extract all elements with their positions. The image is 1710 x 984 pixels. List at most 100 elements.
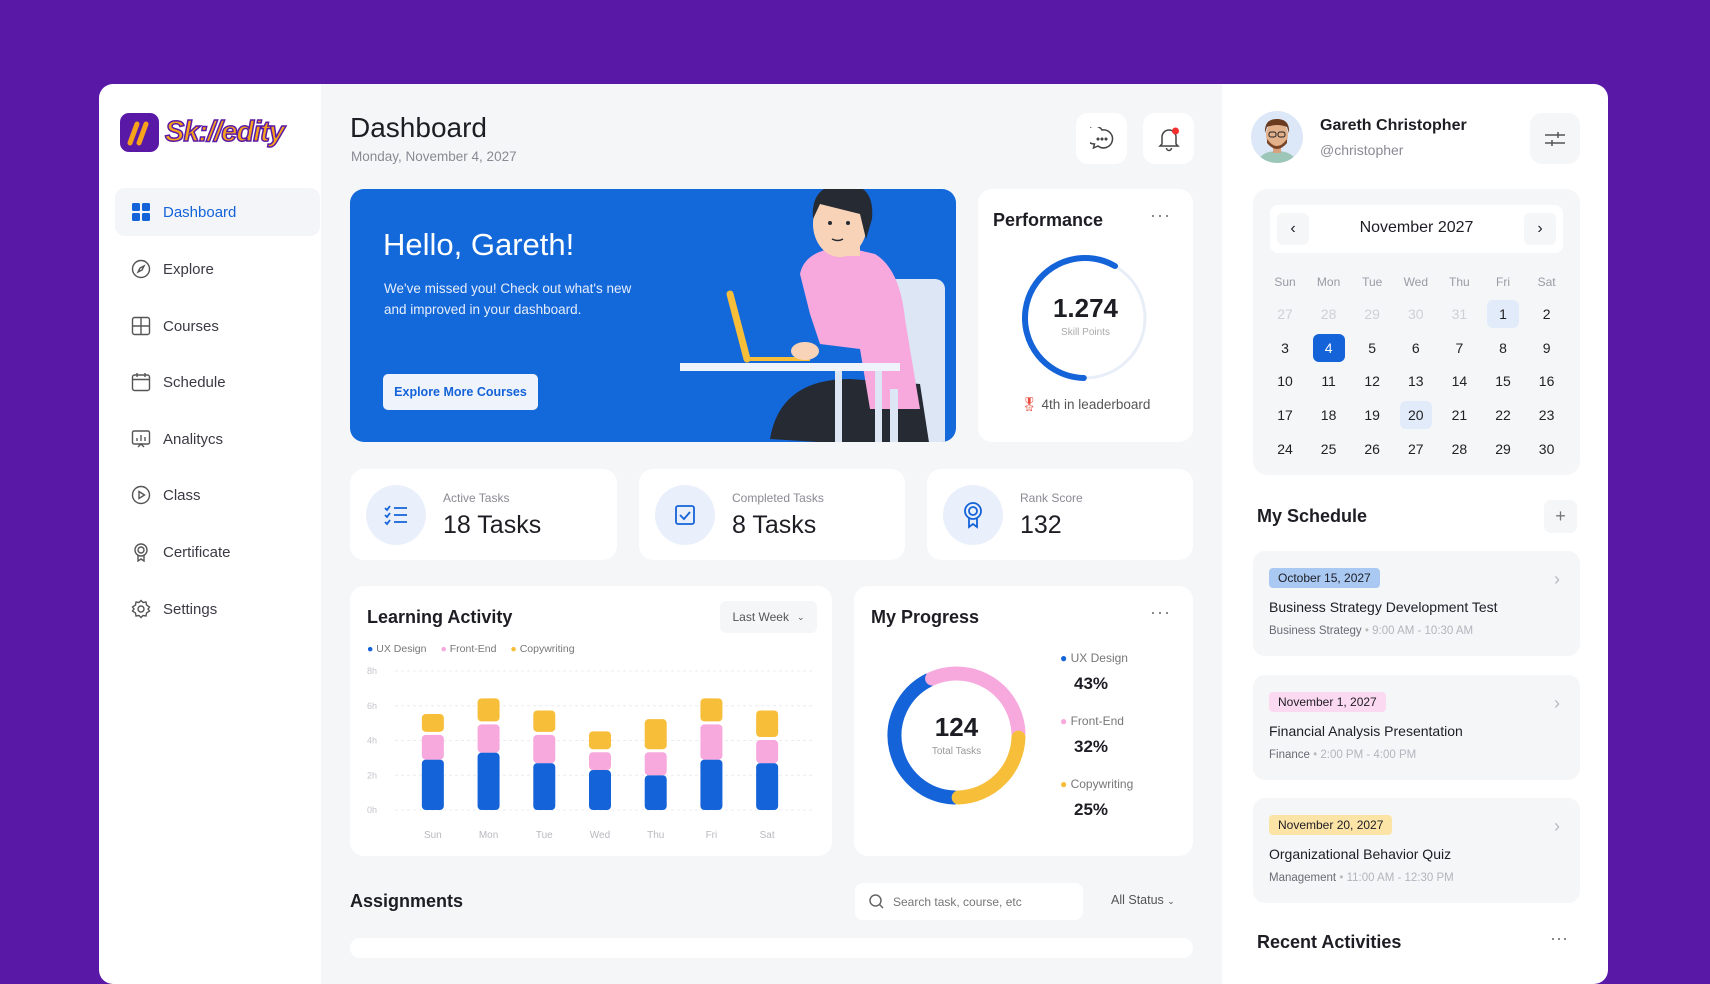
bar-ux-design[interactable] (644, 775, 667, 810)
settings-filter-button[interactable] (1530, 113, 1580, 164)
messages-button[interactable] (1076, 113, 1127, 164)
calendar-day[interactable]: 5 (1368, 339, 1377, 356)
sidebar-item-label: Certificate (163, 543, 231, 561)
calendar-day[interactable]: 29 (1495, 440, 1511, 457)
schedule-item[interactable]: October 15, 2027 Business Strategy Devel… (1253, 551, 1580, 656)
chevron-right-icon[interactable]: › (1554, 816, 1560, 836)
bar-copywriting[interactable] (700, 698, 723, 722)
bar-ux-design[interactable] (700, 759, 723, 810)
stat-card-completed-tasks[interactable]: Completed Tasks 8 Tasks (639, 469, 905, 560)
calendar-day[interactable]: 30 (1538, 440, 1555, 457)
donut-slice-front-end[interactable] (925, 666, 1026, 741)
calendar-day[interactable]: 22 (1495, 407, 1511, 424)
chevron-right-icon[interactable]: › (1554, 693, 1560, 713)
calendar-day[interactable]: 17 (1277, 407, 1293, 424)
calendar-day[interactable]: 7 (1455, 339, 1464, 356)
schedule-item[interactable]: November 1, 2027 Financial Analysis Pres… (1253, 675, 1580, 780)
x-tick-label: Sat (760, 830, 775, 841)
bar-copywriting[interactable] (533, 710, 556, 732)
calendar-day[interactable]: 10 (1277, 373, 1293, 390)
bar-copywriting[interactable] (421, 713, 444, 732)
performance-title: Performance (993, 210, 1104, 230)
add-schedule-button[interactable]: + (1544, 500, 1577, 533)
donut-slice-copywriting[interactable] (951, 730, 1026, 805)
calendar-day[interactable]: 15 (1495, 373, 1511, 390)
x-tick-label: Mon (479, 830, 498, 841)
schedule-item[interactable]: November 20, 2027 Organizational Behavio… (1253, 798, 1580, 903)
bar-ux-design[interactable] (589, 770, 611, 810)
weekday-label: Sat (1537, 275, 1556, 289)
calendar-day[interactable]: 28 (1320, 306, 1337, 322)
legend-label: Copywriting (1070, 777, 1134, 791)
donut-slice-ux-design[interactable] (887, 673, 962, 805)
notifications-button[interactable] (1143, 113, 1194, 164)
bar-ux-design[interactable] (477, 752, 500, 810)
bar-front-end[interactable] (533, 734, 556, 764)
sidebar-item-certificate[interactable]: Certificate (115, 528, 320, 576)
bar-front-end[interactable] (644, 752, 667, 776)
calendar-day[interactable]: 23 (1538, 407, 1555, 424)
sidebar-item-class[interactable]: Class (115, 471, 320, 519)
chevron-right-icon[interactable]: › (1554, 569, 1560, 589)
calendar-day[interactable]: 3 (1281, 339, 1289, 356)
calendar-day[interactable]: 14 (1451, 373, 1468, 390)
calendar-day[interactable]: 9 (1542, 339, 1551, 356)
bar-front-end[interactable] (756, 740, 779, 764)
logo[interactable]: Sk://edity (120, 113, 286, 152)
bar-front-end[interactable] (589, 752, 611, 771)
sidebar-item-explore[interactable]: Explore (115, 245, 320, 293)
calendar-day[interactable]: 26 (1364, 440, 1380, 457)
calendar-day[interactable]: 24 (1277, 440, 1293, 457)
calendar-day[interactable]: 27 (1277, 306, 1293, 322)
calendar-day[interactable]: 19 (1364, 407, 1380, 424)
bar-front-end[interactable] (477, 724, 500, 753)
sidebar-item-settings[interactable]: Settings (115, 585, 320, 633)
stat-card-rank-score[interactable]: Rank Score 132 (927, 469, 1193, 560)
calendar-day[interactable]: 6 (1411, 339, 1420, 356)
status-filter-dropdown[interactable]: All Status ⌄ (1111, 893, 1175, 907)
calendar-day[interactable]: 27 (1408, 440, 1424, 457)
calendar-day[interactable]: 20 (1399, 401, 1432, 430)
sidebar-item-courses[interactable]: Courses (115, 302, 320, 350)
stat-card-active-tasks[interactable]: Active Tasks 18 Tasks (350, 469, 617, 560)
explore-courses-button[interactable]: Explore More Courses (383, 374, 538, 410)
bar-ux-design[interactable] (756, 763, 779, 810)
calendar-day[interactable]: 30 (1408, 306, 1424, 322)
search-input[interactable] (893, 894, 1073, 909)
schedule-date-tag: November 1, 2027 (1269, 692, 1386, 712)
period-dropdown[interactable]: Last Week ⌄ (720, 601, 817, 633)
calendar-day[interactable]: 13 (1408, 373, 1424, 390)
calendar-day[interactable]: 4 (1312, 333, 1345, 362)
bar-front-end[interactable] (700, 724, 723, 760)
avatar[interactable] (1251, 111, 1303, 163)
sidebar-item-schedule[interactable]: Schedule (115, 358, 320, 406)
sidebar-item-dashboard[interactable]: Dashboard (115, 188, 320, 236)
prev-month-button[interactable]: ‹ (1277, 213, 1309, 245)
bar-ux-design[interactable] (421, 759, 444, 810)
more-icon[interactable]: ··· (1150, 205, 1171, 225)
calendar-day[interactable]: 11 (1321, 373, 1336, 390)
calendar-day[interactable]: 29 (1364, 306, 1380, 322)
next-month-button[interactable]: › (1524, 213, 1556, 245)
calendar-day[interactable]: 12 (1364, 373, 1380, 390)
bar-copywriting[interactable] (644, 719, 667, 750)
calendar-day[interactable]: 8 (1499, 339, 1507, 356)
calendar-day[interactable]: 1 (1487, 300, 1519, 328)
bar-copywriting[interactable] (756, 710, 779, 738)
calendar-day[interactable]: 21 (1451, 407, 1468, 424)
calendar-day[interactable]: 2 (1542, 306, 1551, 322)
bar-front-end[interactable] (421, 734, 444, 760)
sidebar-item-analytics[interactable]: Analitycs (115, 415, 320, 463)
calendar-day[interactable]: 31 (1451, 306, 1468, 322)
calendar-day[interactable]: 25 (1320, 440, 1337, 457)
bar-copywriting[interactable] (477, 698, 500, 722)
more-icon[interactable]: ··· (1550, 928, 1568, 948)
more-icon[interactable]: ··· (1150, 602, 1171, 622)
calendar-day[interactable]: 18 (1320, 407, 1337, 424)
calendar-day[interactable]: 28 (1451, 440, 1468, 457)
calendar-day[interactable]: 16 (1538, 373, 1555, 390)
bar-copywriting[interactable] (589, 731, 611, 750)
total-tasks-value: 124 (934, 712, 979, 742)
assignment-search[interactable] (855, 883, 1083, 920)
bar-ux-design[interactable] (533, 763, 556, 810)
